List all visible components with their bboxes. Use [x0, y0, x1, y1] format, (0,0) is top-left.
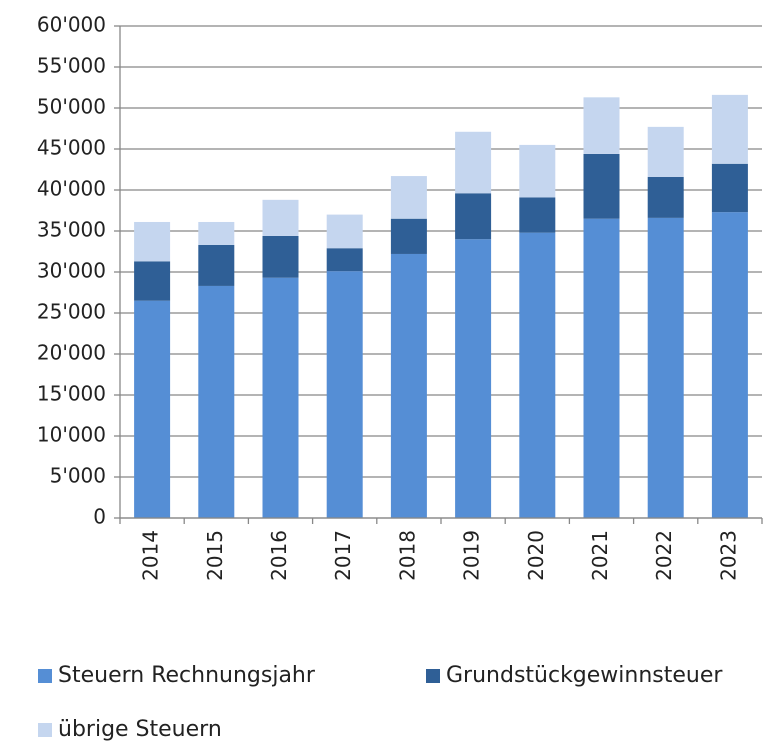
y-tick-label: 50'000 [37, 95, 106, 119]
legend-label: Steuern Rechnungsjahr [58, 663, 316, 688]
bar-segment [134, 261, 171, 301]
x-tick-label: 2015 [203, 530, 227, 581]
y-tick-label: 45'000 [37, 136, 106, 160]
x-tick-label: 2016 [267, 530, 291, 581]
x-tick-label: 2022 [652, 530, 676, 581]
y-tick-label: 5'000 [50, 464, 106, 488]
y-tick-label: 25'000 [37, 300, 106, 324]
x-tick-label: 2023 [716, 530, 740, 581]
bar-segment [262, 235, 299, 278]
y-tick-label: 20'000 [37, 341, 106, 365]
bar-segment [519, 197, 556, 233]
legend: Steuern Rechnungsjahr Grundstückgewinnste… [38, 663, 723, 742]
bar-segment [326, 248, 363, 272]
bar-segment [390, 218, 427, 254]
bar-segment [711, 212, 748, 518]
bar-segment [711, 163, 748, 213]
legend-swatch [426, 669, 440, 683]
bar-segment [519, 232, 556, 518]
legend-swatch [38, 723, 52, 737]
bar-segment [198, 221, 235, 245]
bar-segment [583, 97, 620, 154]
bar-segment [455, 239, 492, 518]
bar-segment [711, 94, 748, 164]
bar-segment [262, 277, 299, 518]
x-tick-label: 2021 [588, 530, 612, 581]
y-tick-label: 0 [93, 505, 106, 529]
bar-segment [455, 193, 492, 240]
x-tick-label: 2018 [395, 530, 419, 581]
bar-segment [134, 221, 171, 262]
y-tick-label: 35'000 [37, 218, 106, 242]
bar-segment [198, 285, 235, 518]
y-tick-label: 60'000 [37, 13, 106, 37]
bar-segment [647, 176, 684, 218]
bar-segment [326, 271, 363, 518]
x-tick-label: 2020 [524, 530, 548, 581]
bar-segment [455, 131, 492, 194]
y-tick-label: 15'000 [37, 382, 106, 406]
bar-segment [326, 214, 363, 249]
y-tick-label: 40'000 [37, 177, 106, 201]
legend-swatch [38, 669, 52, 683]
bar-segment [198, 244, 235, 286]
bar-segment [390, 176, 427, 219]
y-tick-label: 10'000 [37, 423, 106, 447]
legend-label: Grundstückgewinnsteuer [446, 663, 723, 688]
x-tick-label: 2017 [331, 530, 355, 581]
legend-label: übrige Steuern [58, 717, 222, 742]
bar-segment [519, 144, 556, 198]
x-tick-label: 2019 [460, 530, 484, 581]
y-tick-label: 30'000 [37, 259, 106, 283]
bar-segment [583, 218, 620, 518]
x-tick-label: 2014 [139, 530, 163, 581]
bar-segment [647, 126, 684, 177]
bar-segment [134, 300, 171, 518]
y-tick-label: 55'000 [37, 54, 106, 78]
bar-segment [583, 153, 620, 219]
bar-segment [262, 199, 299, 236]
bar-segment [647, 217, 684, 518]
bar-segment [390, 253, 427, 518]
